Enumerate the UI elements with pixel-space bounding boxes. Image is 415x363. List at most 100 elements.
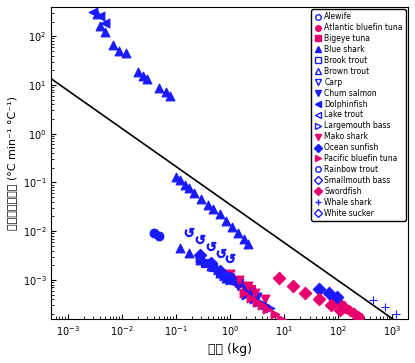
Point — [202, 260, 208, 266]
Point — [243, 283, 249, 289]
Point — [205, 202, 212, 208]
Point — [227, 272, 233, 277]
Point — [182, 182, 188, 188]
Point — [208, 243, 214, 249]
Point — [252, 290, 259, 295]
Point — [205, 260, 212, 266]
Point — [186, 229, 193, 235]
Point — [254, 294, 260, 299]
Point — [245, 241, 251, 247]
Point — [264, 306, 271, 312]
Point — [216, 268, 223, 274]
Point — [151, 231, 157, 236]
Point — [110, 42, 117, 48]
Point — [243, 291, 249, 297]
Point — [221, 273, 228, 279]
Point — [356, 314, 363, 320]
Point — [102, 29, 109, 35]
Point — [329, 295, 336, 301]
Point — [229, 224, 235, 230]
Point — [316, 296, 322, 302]
Point — [234, 231, 241, 236]
Point — [278, 316, 285, 322]
Point — [198, 196, 205, 202]
Point — [212, 267, 219, 273]
Point — [236, 280, 242, 286]
Point — [90, 9, 97, 15]
Point — [234, 283, 241, 289]
Point — [218, 272, 225, 277]
Point — [266, 305, 273, 311]
Point — [240, 290, 247, 295]
Point — [197, 255, 203, 261]
Point — [208, 264, 214, 269]
Point — [197, 257, 203, 262]
Legend: Alewife, Atlantic bluefin tuna, Bigeye tuna, Blue shark, Brook trout, Brown trou: Alewife, Atlantic bluefin tuna, Bigeye t… — [311, 9, 406, 221]
Point — [208, 260, 214, 266]
Point — [94, 12, 100, 17]
Point — [197, 252, 203, 258]
Point — [248, 290, 254, 295]
Point — [167, 93, 174, 99]
Point — [334, 299, 341, 305]
Point — [227, 277, 233, 283]
Point — [382, 304, 388, 310]
Point — [227, 277, 233, 283]
Point — [316, 286, 322, 292]
Point — [210, 265, 217, 270]
Point — [227, 275, 233, 281]
Point — [227, 278, 233, 284]
Point — [102, 20, 109, 25]
Point — [218, 250, 225, 256]
Point — [259, 302, 266, 308]
Point — [240, 236, 247, 241]
Point — [227, 275, 233, 281]
Point — [208, 262, 214, 268]
Point — [222, 275, 229, 281]
Point — [333, 294, 340, 299]
Point — [116, 48, 122, 54]
Point — [177, 178, 183, 183]
Point — [156, 85, 163, 91]
X-axis label: 体重 (kg): 体重 (kg) — [208, 343, 252, 356]
Point — [236, 277, 242, 283]
Point — [162, 90, 169, 95]
Point — [177, 245, 183, 251]
Point — [218, 270, 225, 276]
Point — [337, 307, 343, 313]
Point — [393, 311, 400, 317]
Point — [186, 185, 193, 191]
Point — [243, 286, 249, 292]
Point — [122, 50, 129, 56]
Point — [222, 218, 229, 224]
Point — [272, 311, 279, 317]
Point — [339, 302, 345, 308]
Point — [224, 275, 231, 281]
Point — [353, 312, 360, 318]
Point — [215, 267, 221, 273]
Point — [254, 299, 260, 305]
Point — [251, 296, 257, 302]
Point — [227, 255, 233, 261]
Point — [210, 207, 217, 212]
Point — [191, 190, 198, 196]
Point — [248, 286, 254, 292]
Point — [144, 77, 151, 82]
Point — [216, 270, 223, 276]
Point — [97, 23, 103, 29]
Point — [134, 70, 141, 76]
Point — [370, 297, 376, 303]
Point — [236, 280, 242, 286]
Point — [262, 302, 269, 308]
Point — [216, 212, 223, 217]
Point — [262, 296, 269, 302]
Point — [202, 260, 208, 266]
Point — [245, 283, 251, 289]
Point — [302, 290, 309, 295]
Point — [140, 73, 146, 79]
Point — [248, 295, 254, 301]
Point — [348, 309, 355, 315]
Point — [156, 233, 163, 239]
Point — [344, 306, 351, 312]
Point — [172, 174, 179, 180]
